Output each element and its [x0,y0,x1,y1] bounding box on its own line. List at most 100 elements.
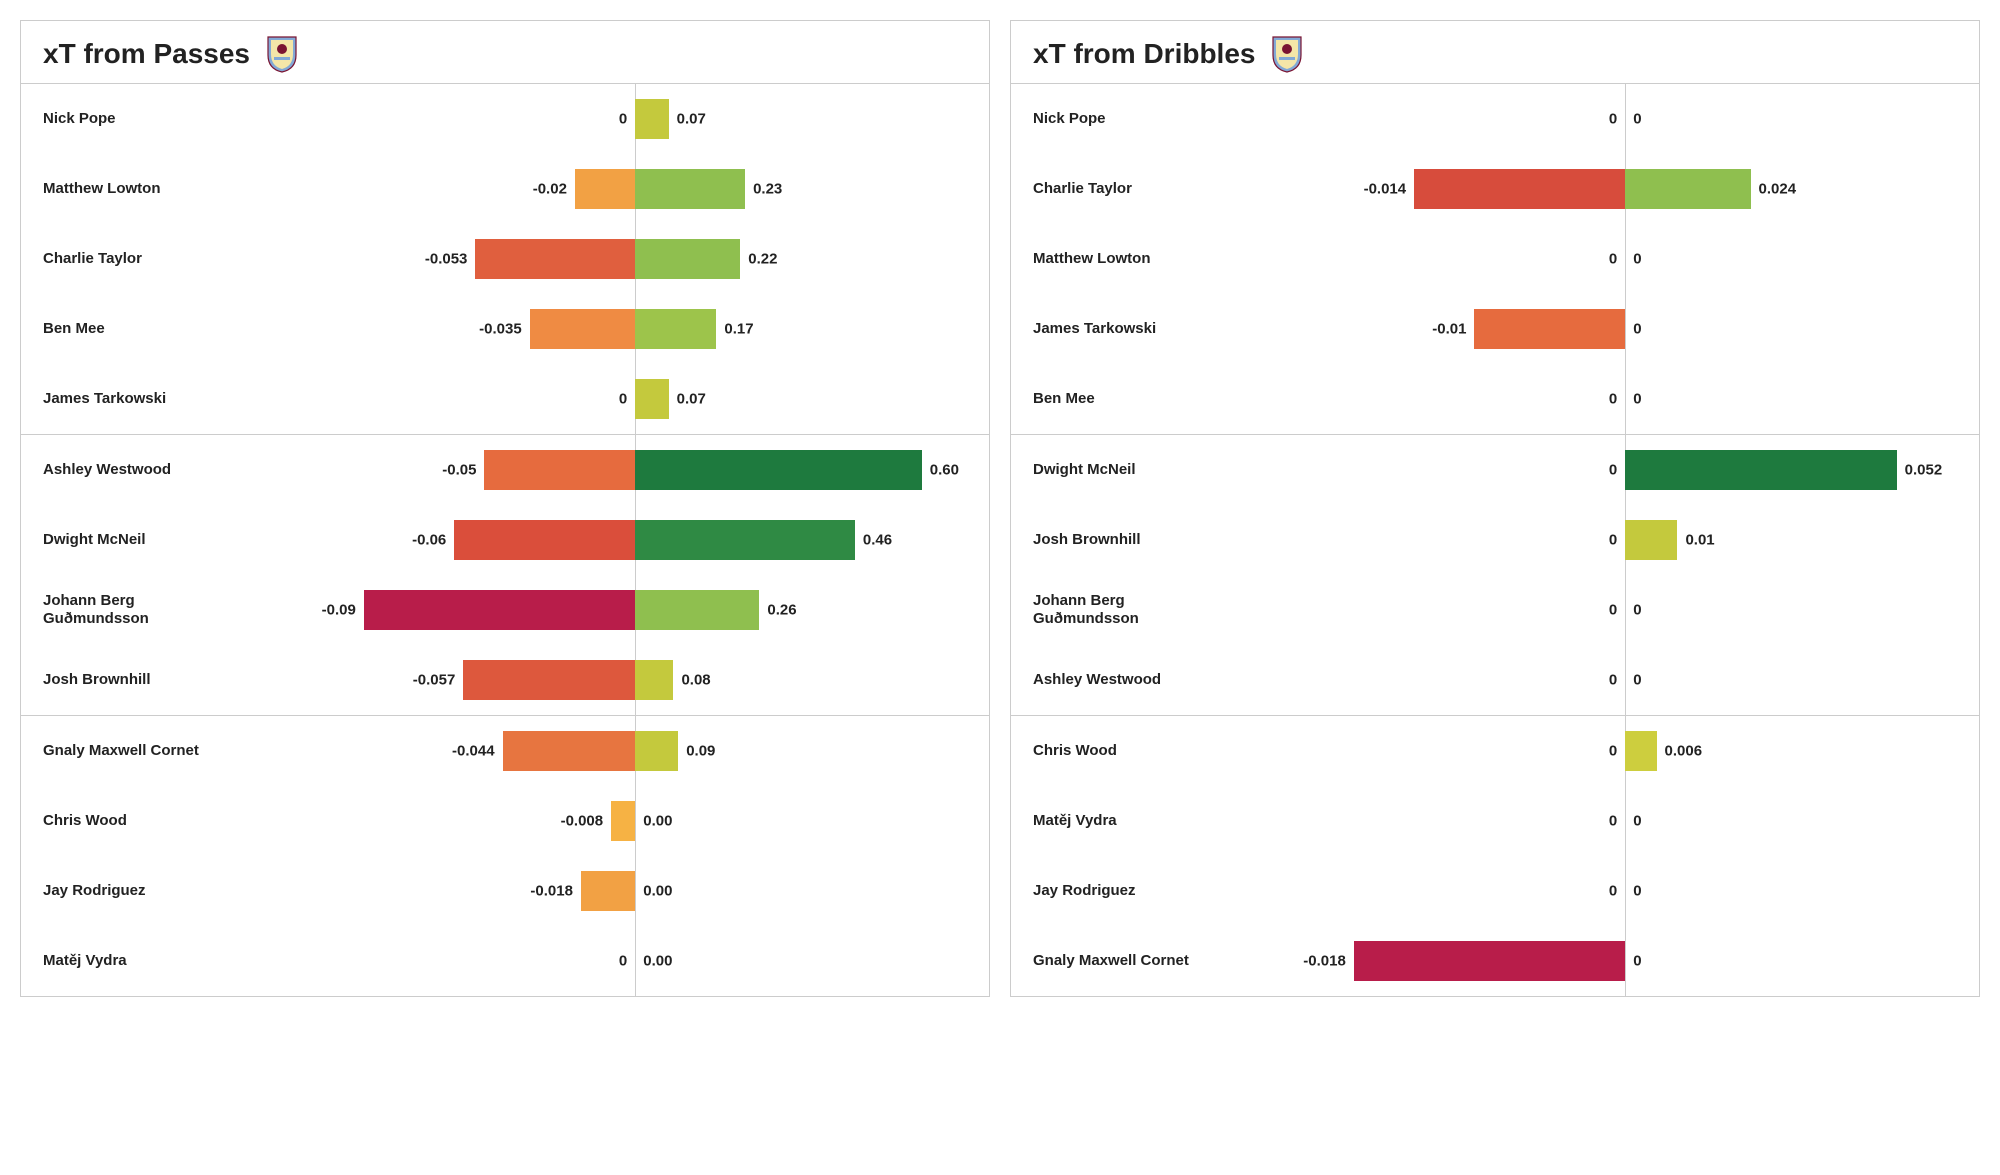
player-row: Chris Wood-0.0080.00 [21,786,989,856]
negative-value: -0.014 [1364,181,1415,198]
positive-bar [635,99,668,139]
positive-value: 0.00 [635,953,672,970]
player-name: Dwight McNeil [1033,461,1203,479]
negative-bar [475,239,635,279]
player-row: Matthew Lowton00 [1011,224,1979,294]
negative-value: 0 [619,111,635,128]
negative-value: -0.01 [1432,321,1474,338]
player-name: Matěj Vydra [43,952,213,970]
negative-value: 0 [1609,251,1625,268]
player-name: Charlie Taylor [43,250,213,268]
player-row: Charlie Taylor-0.0530.22 [21,224,989,294]
player-name: James Tarkowski [1033,320,1203,338]
negative-value: -0.09 [322,602,364,619]
player-name: Matthew Lowton [43,180,213,198]
player-row: Josh Brownhill00.01 [1011,505,1979,575]
chart-body: Nick Pope00.07Matthew Lowton-0.020.23Cha… [21,83,989,996]
player-name: James Tarkowski [43,390,213,408]
player-name: Ben Mee [43,320,213,338]
positive-value: 0.46 [855,532,892,549]
player-row: James Tarkowski00.07 [21,364,989,434]
negative-value: 0 [619,391,635,408]
chart-panel-passes: xT from Passes Nick Pope00.07Matthew Low… [20,20,990,997]
negative-bar [575,169,635,209]
negative-value: 0 [1609,813,1625,830]
player-name: Chris Wood [1033,742,1203,760]
player-name: Ashley Westwood [1033,671,1203,689]
positive-value: 0.22 [740,251,777,268]
bar-area: 00 [1203,645,1957,715]
negative-value: 0 [1609,462,1625,479]
bar-area: -0.0080.00 [213,786,967,856]
bar-area: -0.0440.09 [213,716,967,786]
player-row: Matěj Vydra00 [1011,786,1979,856]
bar-area: -0.010 [1203,294,1957,364]
player-row: Josh Brownhill-0.0570.08 [21,645,989,715]
positive-value: 0.08 [673,672,710,689]
positive-bar [635,450,922,490]
row-group: Chris Wood00.006Matěj Vydra00Jay Rodrigu… [1011,715,1979,996]
bar-area: 00.052 [1203,435,1957,505]
positive-bar [635,239,740,279]
positive-value: 0 [1625,813,1641,830]
negative-value: -0.018 [1303,953,1354,970]
bar-area: 00 [1203,84,1957,154]
player-row: Dwight McNeil-0.060.46 [21,505,989,575]
negative-value: -0.008 [561,813,612,830]
negative-value: 0 [1609,602,1625,619]
positive-value: 0.60 [922,462,959,479]
negative-value: 0 [1609,743,1625,760]
player-name: Matěj Vydra [1033,812,1203,830]
positive-value: 0.00 [635,883,672,900]
player-name: Chris Wood [43,812,213,830]
bar-area: 00 [1203,575,1957,645]
chart-title: xT from Dribbles [1033,38,1255,70]
player-name: Dwight McNeil [43,531,213,549]
positive-value: 0.09 [678,743,715,760]
positive-value: 0 [1625,391,1641,408]
positive-bar [635,520,855,560]
player-row: Dwight McNeil00.052 [1011,435,1979,505]
bar-area: 00 [1203,786,1957,856]
player-row: Gnaly Maxwell Cornet-0.0440.09 [21,716,989,786]
player-name: Nick Pope [1033,110,1203,128]
positive-value: 0.006 [1657,743,1703,760]
player-row: Nick Pope 0 0.07 [21,84,989,154]
player-row: Gnaly Maxwell Cornet-0.0180 [1011,926,1979,996]
bar-area: -0.020.23 [213,154,967,224]
bar-area: -0.0530.22 [213,224,967,294]
player-name: Nick Pope [43,110,213,128]
bar-area: 00.07 [213,364,967,434]
bar-area: -0.0350.17 [213,294,967,364]
positive-value: 0 [1625,672,1641,689]
player-row: James Tarkowski-0.010 [1011,294,1979,364]
player-name: Josh Brownhill [43,671,213,689]
positive-bar [635,590,759,630]
positive-value: 0 [1625,251,1641,268]
player-name: Ashley Westwood [43,461,213,479]
positive-value: 0.07 [669,111,706,128]
negative-bar [581,871,635,911]
row-group: Dwight McNeil00.052Josh Brownhill00.01 Jo… [1011,434,1979,715]
negative-bar [454,520,635,560]
bar-area: -0.0140.024 [1203,154,1957,224]
row-group: Nick Pope00.07Matthew Lowton-0.020.23Cha… [21,83,989,434]
positive-bar [1625,450,1896,490]
positive-value: 0.01 [1677,532,1714,549]
bar-area: -0.060.46 [213,505,967,575]
player-row: Matěj Vydra00.00 [21,926,989,996]
chart-panel-dribbles: xT from Dribbles Nick Pope00Charlie Tayl… [1010,20,1980,997]
bar-area: 00 [1203,224,1957,294]
player-row: Jay Rodriguez-0.0180.00 [21,856,989,926]
negative-value: 0 [1609,883,1625,900]
bar-area: 00.01 [1203,505,1957,575]
player-row: Ashley Westwood00 [1011,645,1979,715]
positive-bar [635,731,678,771]
team-crest-icon [1271,35,1303,73]
positive-value: 0 [1625,111,1641,128]
negative-bar [1414,169,1625,209]
negative-bar [463,660,635,700]
chart-title: xT from Passes [43,38,250,70]
player-row: Chris Wood 0 0.006 [1011,716,1979,786]
player-name: Johann Berg Guðmundsson [1033,592,1203,628]
